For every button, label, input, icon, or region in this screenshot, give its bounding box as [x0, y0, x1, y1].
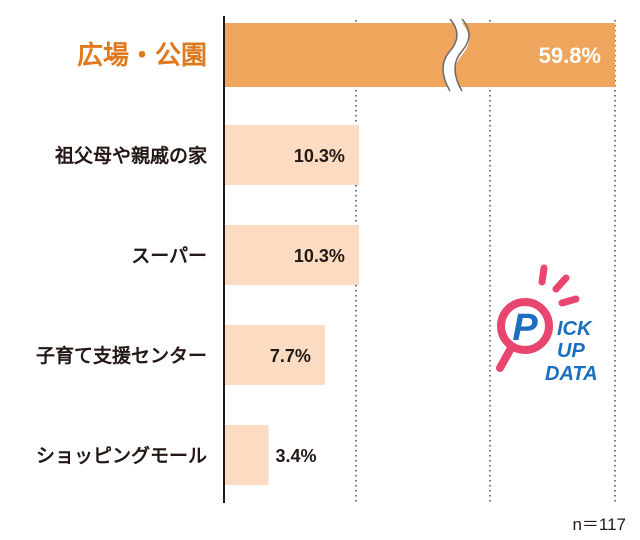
axis-break-gap	[443, 19, 469, 91]
value-label-5: 3.4%	[276, 446, 317, 466]
labels: 広場・公園 59.8% 祖父母や親戚の家 10.3% スーパー 10.3% 子育て支援センタ…	[36, 40, 601, 467]
logo-burst-icon	[538, 264, 580, 307]
category-label-4: 子育て支援センター	[36, 344, 207, 367]
value-label-1: 59.8%	[539, 43, 601, 68]
logo-line-3: DATA	[545, 363, 598, 385]
category-label-3: スーパー	[131, 245, 207, 267]
logo-magnifier-icon	[496, 298, 553, 372]
logo-line-1: ICK	[557, 318, 593, 340]
value-label-3: 10.3%	[294, 246, 345, 266]
bar-1	[224, 23, 615, 87]
category-label-1: 広場・公園	[77, 40, 207, 71]
value-label-2: 10.3%	[294, 146, 345, 166]
bar-4	[224, 325, 325, 385]
bar-3	[224, 225, 359, 285]
category-label-5: ショッピングモール	[36, 444, 207, 467]
logo-letter-p: P	[512, 307, 538, 349]
bars	[224, 18, 615, 485]
value-label-4: 7.7%	[270, 346, 311, 366]
grid-lines	[355, 20, 616, 503]
category-label-2: 祖父母や親戚の家	[54, 144, 208, 167]
sample-size-label: n＝117	[572, 515, 626, 534]
logo-line-2: UP	[557, 340, 585, 362]
pick-up-data-logo: P ICK UP DATA	[496, 264, 598, 385]
bar-5	[224, 425, 269, 485]
axis-break-line-1	[442, 18, 458, 92]
axis-break-line-2	[454, 18, 470, 92]
bar-2	[224, 125, 359, 185]
